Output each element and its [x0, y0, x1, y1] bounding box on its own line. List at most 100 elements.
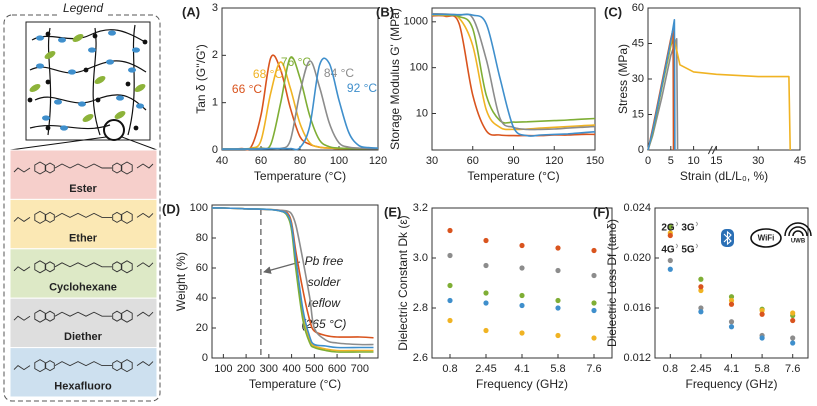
crosslink	[27, 97, 33, 103]
series-line	[431, 14, 596, 137]
ring	[45, 211, 55, 223]
point	[759, 307, 765, 314]
ester-bead	[36, 35, 44, 41]
ring	[45, 360, 55, 372]
point	[698, 309, 704, 315]
cyclohexane-bead	[29, 84, 41, 92]
point	[728, 319, 735, 325]
band	[9, 297, 158, 349]
y-tick-label: 0.012	[623, 352, 651, 364]
ester-bead	[36, 63, 44, 69]
allyl	[13, 167, 31, 173]
y-tick-label: 40	[196, 292, 208, 304]
x-tick-label: 200	[237, 363, 255, 375]
x-tick-label: 0.8	[442, 363, 457, 375]
ring	[121, 260, 133, 274]
y-tick-label: 0.016	[623, 302, 651, 314]
y-tick-label: 100	[190, 202, 208, 214]
zoom-line	[121, 136, 158, 151]
ring	[45, 310, 55, 322]
ring	[121, 309, 133, 323]
ring	[121, 359, 133, 373]
x-axis-title: Temperature (°C)	[254, 169, 346, 183]
annotation: Pb free	[305, 254, 344, 268]
linker	[54, 163, 112, 169]
ring	[34, 161, 46, 175]
cyclohexane-bead	[114, 111, 126, 119]
allyl	[13, 365, 31, 371]
point	[790, 335, 796, 341]
point	[591, 300, 597, 306]
y-tick-label: 30	[632, 73, 644, 85]
linker	[54, 361, 112, 367]
band	[9, 149, 158, 200]
x-axis-title: Strain (dL/L₀, %)	[680, 169, 768, 183]
x-tick-label: 120	[369, 155, 387, 167]
annotation: (265 °C)	[302, 317, 347, 331]
cyclohexane-bead	[72, 34, 84, 42]
x-tick-label: 80	[294, 155, 306, 167]
x-tick-label: 30	[752, 155, 764, 167]
annotation-arrow	[263, 261, 301, 274]
point	[698, 284, 704, 290]
y-axis-title: Tan δ (G''/G')	[194, 44, 208, 114]
crosslink	[133, 125, 139, 131]
y-tick-label: 0.024	[623, 202, 651, 214]
y-tick-label: 45	[632, 37, 644, 49]
x-tick-label: 60	[255, 155, 267, 167]
ester-bead	[68, 69, 76, 75]
point	[667, 266, 673, 272]
signal-mark	[675, 243, 678, 249]
x-tick-label: 5.8	[550, 363, 565, 375]
uwb-arc	[792, 230, 804, 237]
y-axis-title: Weight (%)	[174, 252, 188, 311]
legend-title-bg	[58, 2, 108, 16]
point	[519, 265, 525, 271]
point	[591, 307, 597, 314]
signal-mark	[695, 243, 698, 249]
point	[728, 297, 735, 304]
point	[667, 224, 673, 230]
chain	[127, 24, 136, 136]
series-line	[211, 207, 374, 349]
point	[447, 297, 453, 304]
point	[555, 332, 561, 339]
cyclohexane-bead	[82, 114, 94, 122]
x-tick-label: 150	[586, 155, 604, 167]
allyl	[136, 361, 154, 367]
band	[9, 347, 158, 398]
crosslink	[95, 97, 101, 103]
point	[591, 335, 597, 341]
allyl	[13, 266, 31, 272]
x-axis-title: Frequency (GHz)	[685, 377, 777, 391]
ring	[34, 210, 46, 224]
series-line	[221, 57, 379, 151]
y-tick-label: 3.0	[413, 252, 428, 264]
band	[9, 248, 158, 299]
point	[728, 294, 735, 300]
point	[447, 252, 453, 259]
crosslink	[45, 31, 51, 37]
point	[759, 311, 765, 317]
point	[483, 290, 489, 296]
ring	[112, 310, 122, 322]
linker	[54, 311, 112, 317]
network-icon: 5G	[681, 245, 695, 256]
y-tick-label: 15	[632, 108, 644, 120]
point	[698, 287, 704, 294]
ester-bead	[88, 47, 96, 53]
y-tick-label: 2	[212, 49, 218, 61]
wifi-label: WiFi	[758, 234, 775, 243]
band-label: Ether	[69, 232, 98, 244]
y-tick-label: 1000	[404, 16, 428, 28]
ring	[45, 261, 55, 273]
x-tick-label: 2.45	[475, 363, 496, 375]
x-tick-label: 7.6	[785, 363, 800, 375]
point	[790, 310, 796, 316]
series-label: 66 °C	[232, 82, 262, 96]
point	[555, 245, 561, 251]
y-tick-label: 0	[212, 144, 218, 156]
x-tick-label: 300	[260, 363, 278, 375]
